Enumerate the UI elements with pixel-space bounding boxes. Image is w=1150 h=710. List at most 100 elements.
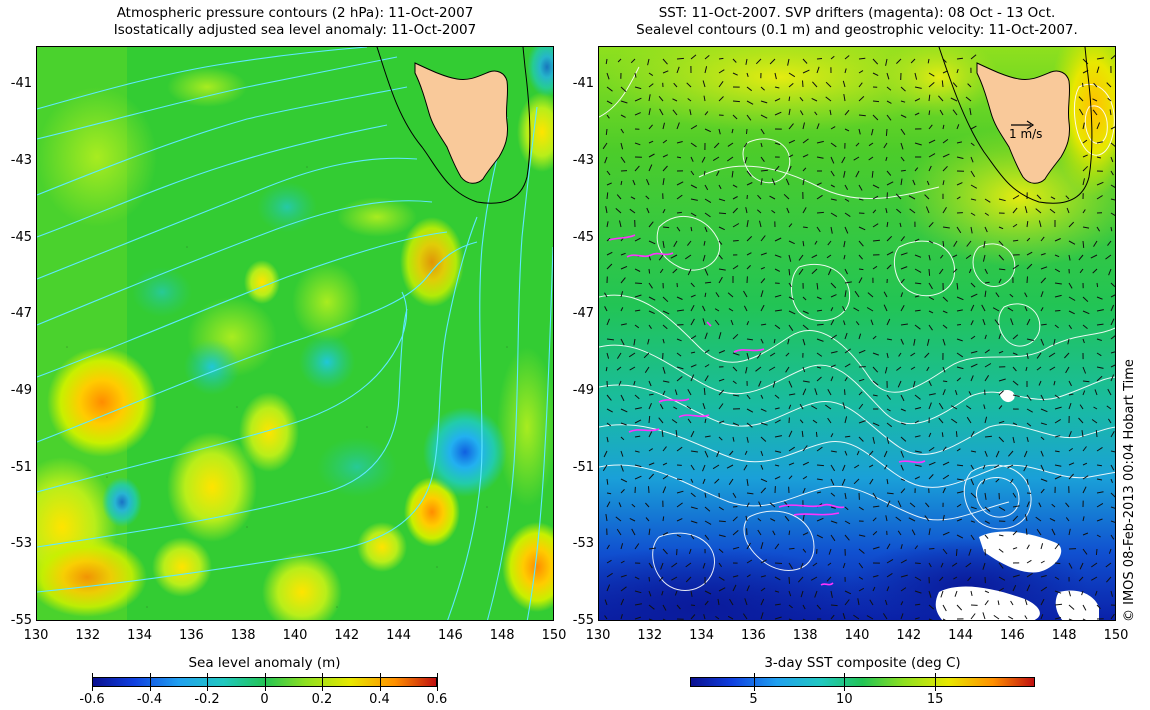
velocity-arrow	[970, 464, 974, 470]
velocity-arrow	[814, 240, 818, 245]
velocity-arrow	[615, 208, 622, 214]
velocity-arrow	[606, 221, 609, 228]
velocity-arrow	[982, 464, 986, 470]
velocity-arrow	[674, 389, 678, 396]
velocity-arrow	[746, 170, 752, 177]
velocity-arrow	[816, 446, 823, 452]
velocity-arrow	[816, 123, 820, 130]
velocity-arrow	[900, 394, 905, 402]
velocity-arrow	[716, 170, 720, 177]
velocity-arrow	[769, 352, 776, 357]
velocity-arrow	[886, 352, 889, 359]
velocity-arrow	[1036, 528, 1042, 536]
sst-map[interactable]: 1 m/s	[598, 46, 1116, 621]
velocity-arrow	[690, 464, 695, 471]
velocity-arrow	[886, 478, 889, 485]
velocity-arrow	[914, 590, 922, 594]
right-colorbar-tick-label: 5	[749, 692, 758, 707]
velocity-arrow	[825, 81, 832, 88]
velocity-arrow	[718, 128, 721, 135]
velocity-arrow	[982, 319, 986, 326]
velocity-arrow	[868, 450, 874, 456]
velocity-arrow	[1068, 240, 1076, 245]
velocity-arrow	[686, 82, 692, 88]
velocity-arrow	[648, 124, 653, 130]
velocity-arrow	[1040, 253, 1046, 256]
velocity-arrow	[914, 545, 918, 550]
velocity-arrow	[760, 542, 764, 550]
velocity-arrow	[1082, 486, 1087, 494]
velocity-arrow	[802, 487, 806, 494]
velocity-arrow	[872, 546, 880, 550]
velocity-arrow	[732, 422, 740, 426]
sea-level-anomaly-map[interactable]	[36, 46, 554, 621]
velocity-arrow	[746, 114, 752, 121]
velocity-arrow	[830, 351, 838, 354]
velocity-arrow	[760, 114, 768, 119]
velocity-arrow	[802, 80, 804, 88]
velocity-arrow	[774, 576, 781, 581]
velocity-arrow	[896, 58, 902, 64]
velocity-arrow	[928, 72, 935, 77]
velocity-arrow	[620, 142, 624, 150]
velocity-arrow	[671, 562, 678, 568]
velocity-arrow	[844, 389, 846, 396]
velocity-arrow	[718, 226, 725, 231]
velocity-arrow	[1040, 560, 1045, 564]
velocity-arrow	[676, 366, 684, 370]
velocity-arrow	[605, 366, 608, 372]
velocity-arrow	[827, 417, 832, 424]
velocity-arrow	[858, 114, 866, 117]
velocity-arrow	[645, 502, 650, 508]
velocity-arrow	[886, 100, 892, 104]
velocity-arrow	[970, 226, 973, 234]
velocity-arrow	[799, 110, 804, 116]
velocity-arrow	[617, 58, 622, 63]
velocity-arrow	[728, 308, 734, 312]
velocity-arrow	[732, 223, 740, 228]
velocity-arrow	[1096, 502, 1104, 508]
velocity-arrow	[1096, 375, 1103, 382]
velocity-arrow	[760, 169, 768, 172]
velocity-arrow	[984, 281, 990, 284]
velocity-arrow	[620, 543, 624, 550]
velocity-arrow	[942, 310, 948, 314]
velocity-arrow	[970, 156, 974, 163]
velocity-arrow	[872, 505, 880, 508]
velocity-arrow	[634, 142, 641, 146]
velocity-arrow	[872, 58, 879, 65]
velocity-arrow	[802, 310, 809, 314]
velocity-arrow	[812, 81, 818, 88]
velocity-arrow	[816, 323, 824, 326]
velocity-arrow	[914, 394, 921, 400]
velocity-arrow	[1040, 488, 1045, 494]
velocity-arrow	[732, 436, 735, 442]
velocity-arrow	[648, 240, 656, 245]
velocity-arrow	[924, 194, 930, 200]
velocity-arrow	[788, 96, 791, 102]
velocity-arrow	[1082, 154, 1088, 158]
velocity-arrow	[998, 405, 1003, 410]
velocity-arrow	[886, 394, 891, 400]
velocity-arrow	[956, 57, 963, 60]
velocity-arrow	[994, 464, 1000, 469]
velocity-arrow	[857, 598, 860, 606]
velocity-arrow	[928, 94, 931, 102]
velocity-arrow	[689, 109, 692, 116]
velocity-arrow	[1093, 82, 1098, 88]
velocity-arrow	[718, 350, 725, 354]
velocity-arrow	[1010, 318, 1014, 326]
velocity-arrow	[866, 615, 874, 620]
velocity-arrow	[872, 335, 877, 340]
velocity-arrow	[1054, 576, 1060, 580]
velocity-arrow	[620, 114, 626, 118]
velocity-arrow	[802, 532, 809, 536]
velocity-arrow	[827, 268, 832, 276]
velocity-arrow	[926, 366, 930, 372]
right-lon-tick: 140	[844, 628, 870, 643]
velocity-arrow	[745, 207, 748, 214]
velocity-arrow	[1107, 97, 1112, 102]
velocity-arrow	[606, 422, 612, 427]
velocity-arrow	[1068, 528, 1071, 536]
velocity-arrow	[830, 170, 835, 177]
